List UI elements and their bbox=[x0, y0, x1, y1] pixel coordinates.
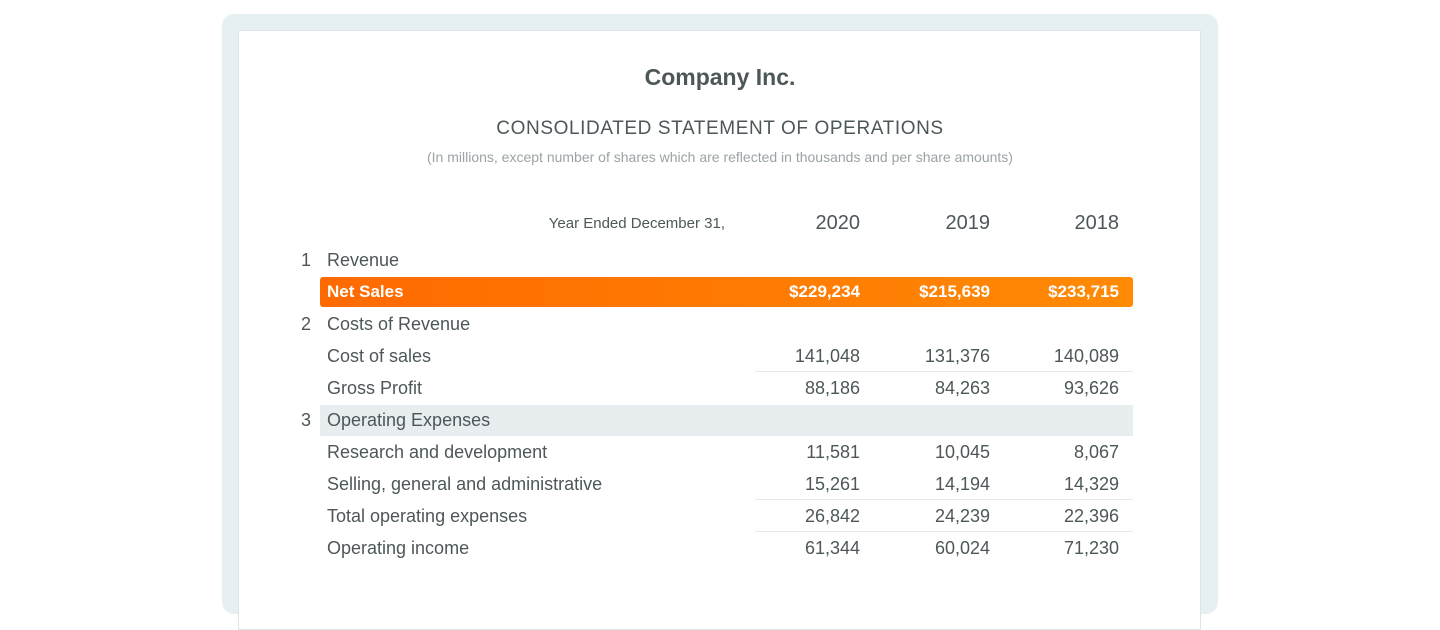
table-row: Operating income 61,344 60,024 71,230 bbox=[0, 532, 1440, 564]
company-title: Company Inc. bbox=[644, 64, 796, 90]
row-value: 141,048 bbox=[794, 346, 860, 366]
section-number: 3 bbox=[300, 410, 311, 430]
table-row: Net Sales $229,234 $215,639 $233,715 bbox=[0, 276, 1440, 308]
row-value: 26,842 bbox=[804, 506, 860, 526]
row-label: Cost of sales bbox=[327, 346, 432, 366]
row-value: 10,045 bbox=[934, 442, 990, 462]
year-2020: 2020 bbox=[815, 212, 861, 234]
row-value: 131,376 bbox=[924, 346, 990, 366]
units-note: (In millions, except number of shares wh… bbox=[427, 149, 1013, 165]
row-label: Operating income bbox=[327, 538, 470, 558]
row-value: 24,239 bbox=[934, 506, 990, 526]
row-label: Revenue bbox=[327, 250, 400, 270]
row-label: Operating Expenses bbox=[327, 410, 491, 430]
year-header-label: Year Ended December 31, bbox=[548, 215, 725, 232]
statement-title: CONSOLIDATED STATEMENT OF OPERATIONS bbox=[496, 118, 944, 139]
table-row: 2 Costs of Revenue bbox=[0, 308, 1440, 340]
row-value: 140,089 bbox=[1053, 346, 1119, 366]
row-divider bbox=[755, 531, 1133, 532]
row-value: 14,329 bbox=[1063, 474, 1119, 494]
row-label: Selling, general and administrative bbox=[327, 474, 603, 494]
row-value: $229,234 bbox=[789, 282, 860, 301]
table-row: Total operating expenses 26,842 24,239 22,3… bbox=[0, 500, 1440, 532]
row-divider bbox=[755, 499, 1133, 500]
row-value: 71,230 bbox=[1063, 538, 1119, 558]
row-value: $215,639 bbox=[919, 282, 990, 301]
row-label: Net Sales bbox=[327, 282, 404, 301]
section-band bbox=[320, 405, 1133, 436]
table-row: Research and development 11,581 10,045 8,06… bbox=[0, 436, 1440, 468]
row-value: 88,186 bbox=[804, 378, 860, 398]
table-row: Gross Profit 88,186 84,263 93,626 bbox=[0, 372, 1440, 404]
row-value: 60,024 bbox=[934, 538, 990, 558]
row-value: 14,194 bbox=[934, 474, 990, 494]
table-row: 3 Operating Expenses bbox=[0, 404, 1440, 436]
table-row: Selling, general and administrative 15,26… bbox=[0, 468, 1440, 500]
statement-card bbox=[238, 30, 1201, 630]
year-2018: 2018 bbox=[1074, 212, 1120, 234]
row-label: Costs of Revenue bbox=[327, 314, 471, 334]
row-value: 84,263 bbox=[934, 378, 990, 398]
row-label: Research and development bbox=[327, 442, 548, 462]
row-divider bbox=[755, 371, 1133, 372]
row-value: 93,626 bbox=[1063, 378, 1119, 398]
row-value: 8,067 bbox=[1073, 442, 1119, 462]
section-number: 1 bbox=[300, 250, 311, 270]
year-2019: 2019 bbox=[945, 212, 991, 234]
row-value: $233,715 bbox=[1048, 282, 1119, 301]
highlight-bar bbox=[320, 277, 1133, 307]
table-row: 1 Revenue bbox=[0, 244, 1440, 276]
row-label: Total operating expenses bbox=[327, 506, 528, 526]
table-row: Cost of sales 141,048 131,376 140,089 bbox=[0, 340, 1440, 372]
row-label: Gross Profit bbox=[327, 378, 423, 398]
section-number: 2 bbox=[300, 314, 311, 334]
row-value: 22,396 bbox=[1063, 506, 1119, 526]
row-value: 15,261 bbox=[804, 474, 860, 494]
row-value: 11,581 bbox=[806, 442, 860, 462]
row-value: 61,344 bbox=[804, 538, 860, 558]
